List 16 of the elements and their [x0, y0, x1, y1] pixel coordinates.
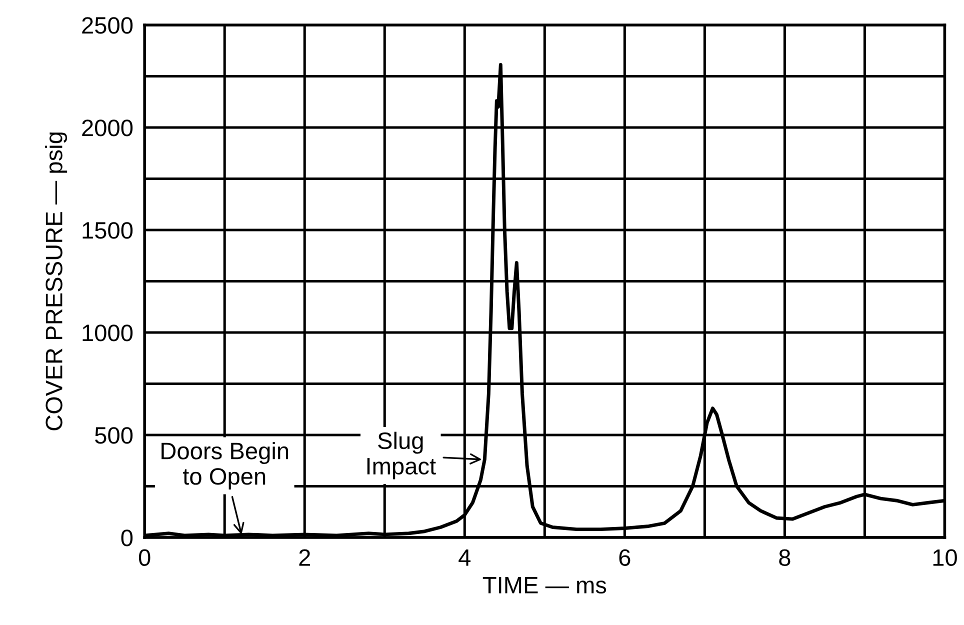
x-tick-label: 4	[458, 549, 471, 566]
y-tick-label: 2500	[82, 17, 133, 34]
y-tick-label: 500	[95, 427, 133, 444]
x-tick-label: 10	[933, 549, 957, 566]
y-tick-label: 0	[121, 530, 133, 546]
y-tick-label: 1000	[82, 324, 133, 342]
y-tick-label: 2000	[82, 120, 133, 136]
annotation: Doors Begin to Open	[162, 442, 288, 490]
annotation: Slug Impact	[367, 432, 436, 480]
x-tick-label: 2	[299, 549, 310, 566]
x-tick-label: 8	[779, 549, 790, 566]
x-axis-title: TIME — ms	[482, 577, 606, 594]
x-tick-label: 6	[619, 549, 630, 566]
y-axis-title: COVER PRESSURE — psig	[45, 132, 68, 430]
x-tick-label: 0	[138, 549, 150, 566]
y-tick-label: 1500	[82, 222, 133, 239]
